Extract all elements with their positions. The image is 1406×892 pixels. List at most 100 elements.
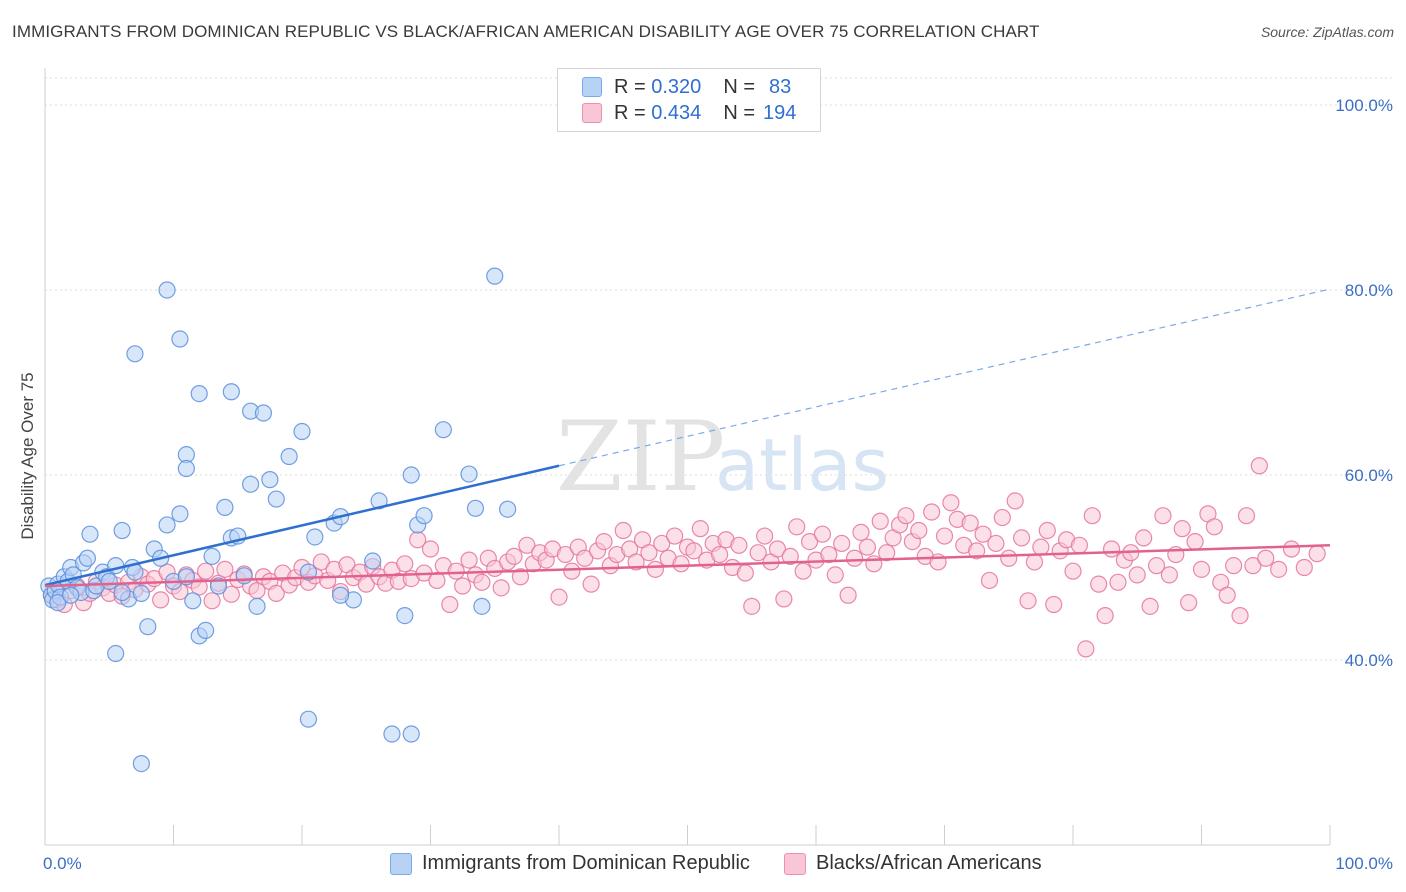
data-point-pink (897, 507, 915, 525)
data-point-pink (730, 536, 748, 554)
data-point-pink (640, 544, 658, 562)
data-point-pink (505, 547, 523, 566)
watermark-atlas: atlas (715, 423, 889, 507)
data-point-blue (402, 725, 420, 743)
data-point-pink (910, 521, 928, 540)
legend-n-value: 194 (763, 101, 797, 124)
data-point-pink (1083, 507, 1101, 525)
data-point-blue (293, 422, 311, 441)
data-point-pink (1025, 553, 1044, 571)
data-point-pink (1141, 597, 1159, 615)
data-point-blue (364, 552, 382, 570)
data-point-pink (518, 536, 536, 554)
data-point-pink (666, 527, 684, 545)
trend-line-blue (44, 464, 560, 587)
data-point-pink (653, 534, 671, 553)
trend-line-pink (44, 544, 1331, 588)
data-point-pink (788, 518, 806, 536)
bottom-legend-label: Immigrants from Dominican Republic (422, 852, 750, 874)
data-point-pink (987, 534, 1005, 553)
data-point-blue (299, 563, 318, 581)
data-point-pink (1096, 606, 1114, 625)
data-point-pink (267, 584, 285, 603)
bottom-legend: Immigrants from Dominican Republic Black… (0, 852, 1406, 878)
data-point-pink (1070, 536, 1089, 554)
data-point-pink (447, 562, 465, 580)
data-point-blue (171, 505, 189, 523)
data-point-pink (1032, 538, 1050, 556)
data-point-pink (222, 585, 240, 603)
data-point-pink (813, 525, 832, 543)
axes (44, 68, 1331, 846)
data-point-pink (421, 540, 440, 558)
legend-n-label: N = (723, 75, 755, 98)
legend-r-label: R = (614, 101, 646, 124)
data-point-blue (267, 490, 285, 508)
data-point-blue (331, 586, 350, 604)
data-point-pink (473, 573, 491, 591)
data-point-blue (113, 521, 131, 540)
data-point-pink (197, 562, 215, 580)
data-point-pink (833, 534, 851, 553)
data-point-pink (614, 521, 632, 540)
data-point-pink (1006, 492, 1024, 510)
legend-swatch-pink (582, 103, 602, 123)
data-point-pink (820, 545, 838, 564)
data-point-blue (460, 465, 478, 483)
data-point-blue (466, 499, 485, 517)
data-point-blue (197, 621, 215, 640)
data-point-blue (306, 528, 324, 546)
data-point-pink (1173, 520, 1191, 538)
data-point-pink (672, 555, 690, 573)
data-point-blue (499, 500, 517, 518)
data-point-pink (826, 566, 844, 584)
data-point-pink (768, 540, 787, 558)
data-point-blue (158, 516, 176, 534)
data-point-blue (248, 597, 266, 615)
legend-r-label: R = (614, 75, 646, 98)
data-point-pink (563, 562, 581, 580)
data-point-pink (1192, 560, 1211, 578)
data-point-blue (402, 466, 420, 484)
data-point-blue (81, 525, 99, 543)
data-point-blue (216, 498, 234, 516)
data-point-pink (1218, 586, 1236, 604)
data-point-pink (1237, 507, 1256, 525)
data-point-pink (1250, 457, 1268, 475)
bottom-legend-item-pink: Blacks/African Americans (784, 852, 1042, 875)
data-point-pink (878, 544, 896, 562)
data-point-blue (209, 577, 228, 595)
y-axis-title: Disability Age Over 75 (18, 372, 37, 539)
data-point-pink (980, 571, 999, 590)
data-point-blue (107, 644, 125, 663)
y-tick-label: 100.0% (1335, 96, 1393, 115)
legend: R = 0.320 N = 83 R = 0.434 N = 194 (557, 68, 821, 132)
x-tick-label: 0.0% (43, 854, 82, 873)
data-point-blue (132, 754, 150, 773)
data-point-blue (299, 710, 318, 728)
legend-r-value: 0.434 (651, 101, 702, 124)
y-tick-label: 40.0% (1345, 651, 1393, 670)
data-point-pink (1231, 606, 1249, 625)
watermark: ZIP atlas (556, 401, 889, 513)
data-point-pink (595, 532, 613, 551)
data-point-blue (383, 725, 401, 743)
data-point-pink (1038, 521, 1056, 540)
data-point-pink (441, 595, 459, 614)
data-point-blue (242, 475, 260, 493)
data-point-pink (203, 592, 221, 610)
data-point-pink (556, 545, 575, 564)
data-point-blue (261, 471, 279, 489)
data-point-pink (576, 549, 594, 567)
data-point-pink (1045, 595, 1063, 614)
data-point-pink (1128, 566, 1146, 584)
bottom-legend-item-blue: Immigrants from Dominican Republic (390, 852, 750, 875)
data-point-pink (1308, 545, 1326, 563)
data-point-pink (1205, 518, 1223, 536)
legend-row-pink: R = 0.434 N = 194 (582, 101, 796, 125)
data-point-pink (858, 538, 877, 556)
data-point-pink (968, 542, 986, 560)
data-point-pink (1282, 540, 1301, 558)
data-point-blue (486, 267, 504, 285)
x-tick-label: 100.0% (1335, 854, 1393, 873)
